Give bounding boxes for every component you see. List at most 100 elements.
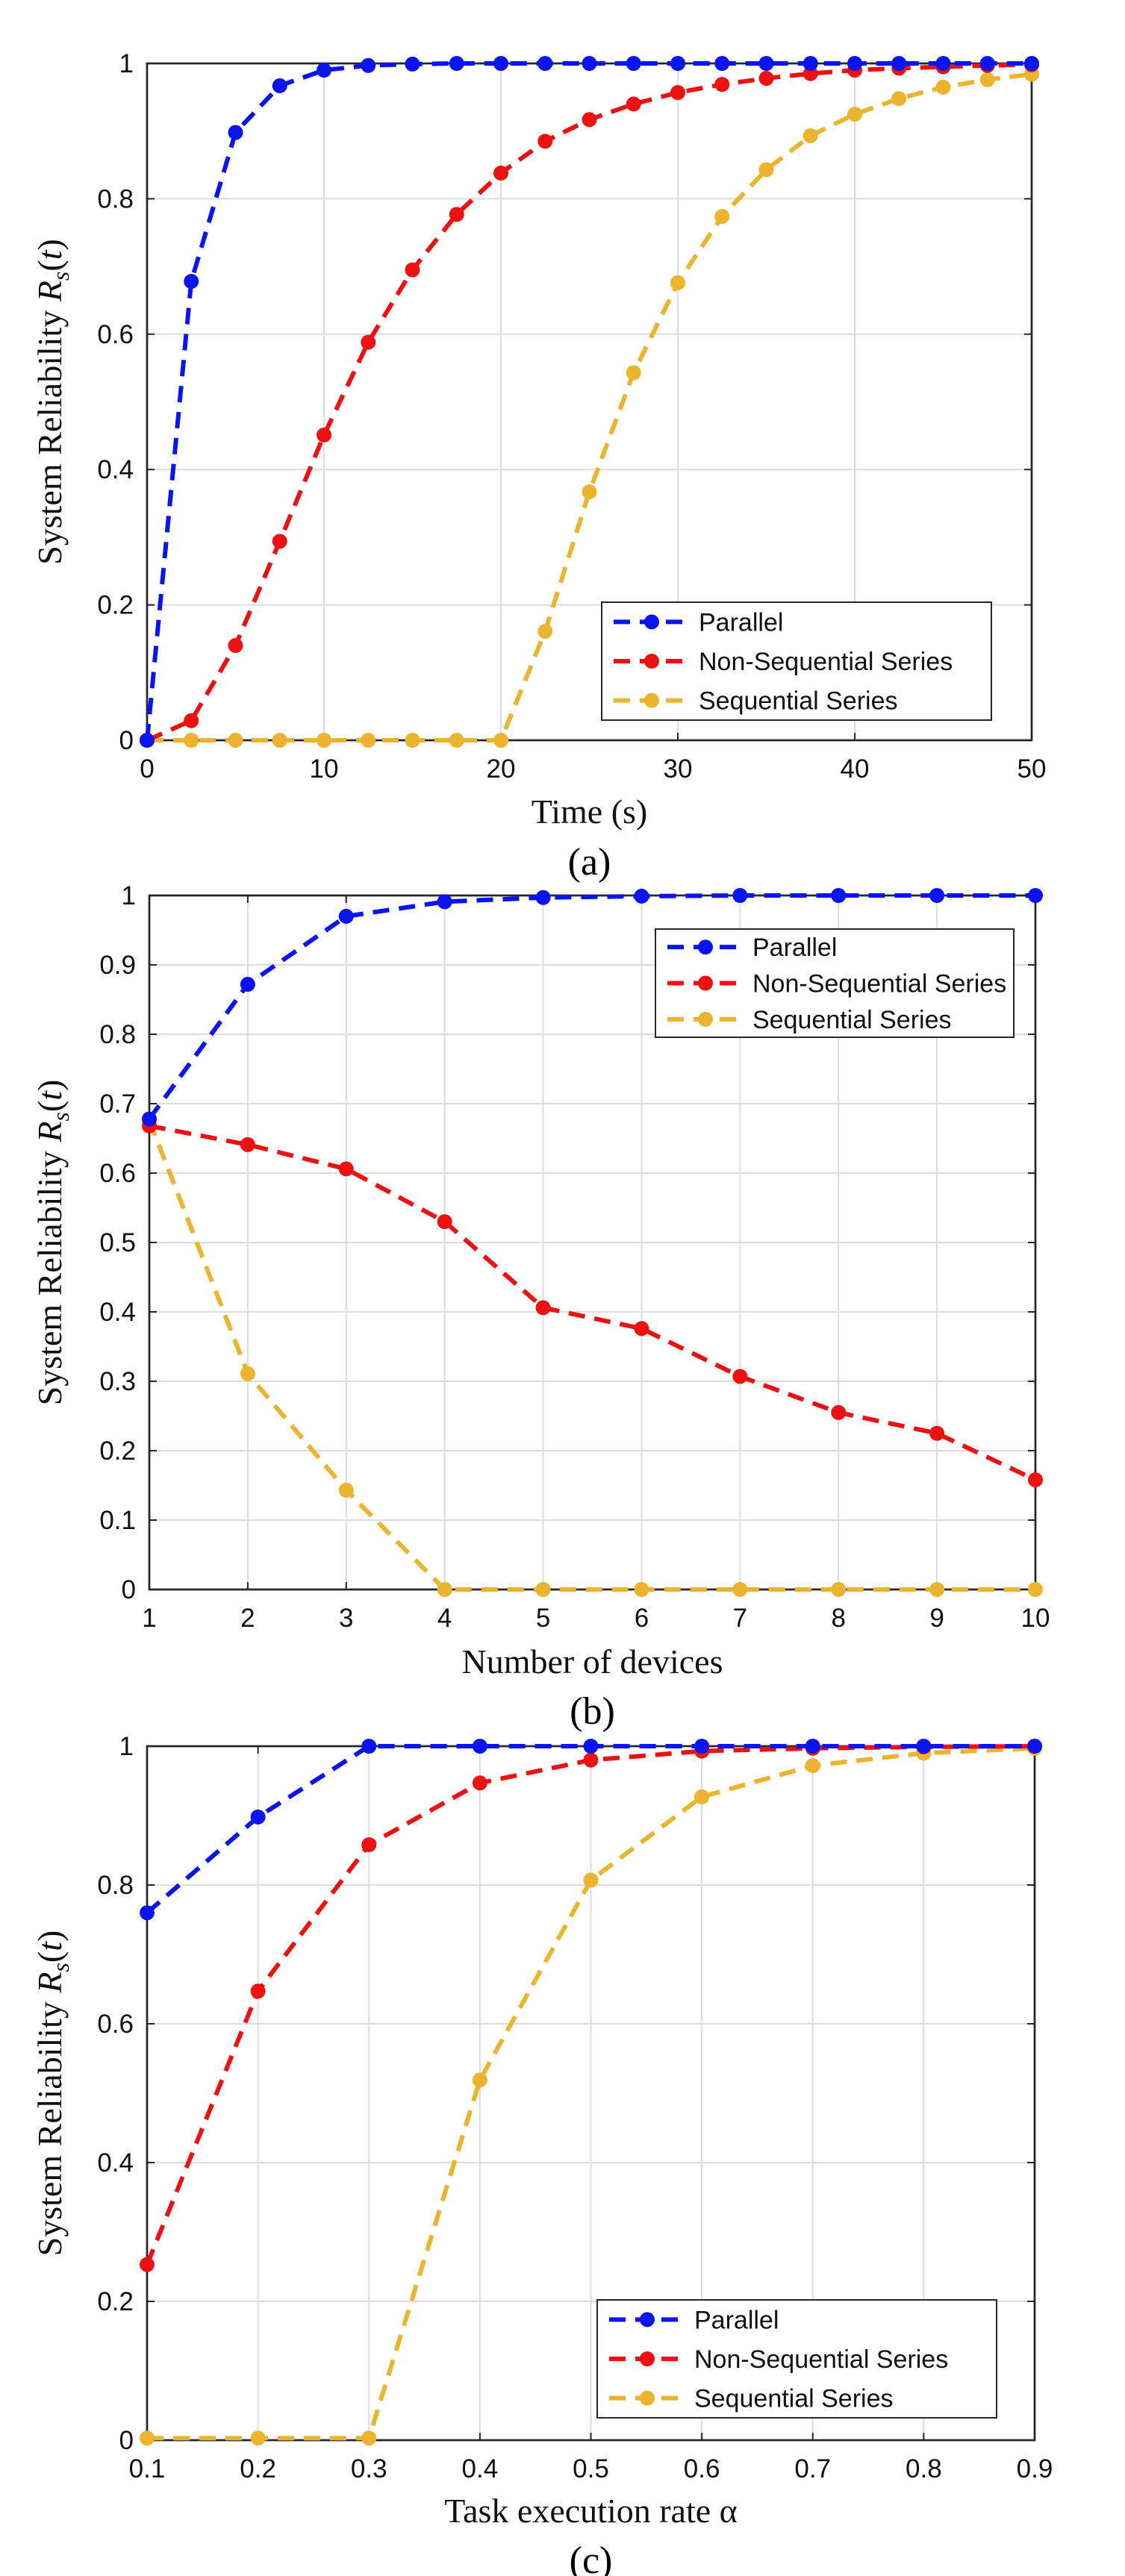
- data-point: [583, 1739, 599, 1754]
- data-point: [694, 1789, 710, 1804]
- data-point: [472, 1739, 487, 1754]
- data-point: [1028, 1472, 1043, 1488]
- data-point: [240, 1137, 255, 1152]
- data-point: [240, 1366, 255, 1381]
- data-point: [1028, 1582, 1043, 1597]
- data-point: [361, 334, 376, 350]
- x-tick-label: 0.2: [240, 2454, 276, 2483]
- x-tick-label: 0.7: [794, 2454, 831, 2483]
- data-point: [626, 96, 641, 112]
- data-point: [338, 1161, 354, 1177]
- data-point: [979, 72, 995, 87]
- data-point: [537, 623, 553, 639]
- data-point: [582, 56, 597, 71]
- data-point: [472, 1775, 487, 1791]
- x-tick-label: 0.8: [906, 2454, 942, 2483]
- series-line-3: [147, 72, 1032, 743]
- data-point: [361, 733, 376, 748]
- data-point: [758, 162, 774, 178]
- y-tick-label: 0: [122, 1575, 136, 1604]
- data-point: [537, 134, 553, 149]
- y-tick-label: 0.8: [97, 184, 134, 213]
- legend-entry: Non-Sequential Series: [752, 970, 1006, 998]
- legend: Parallel Non-Sequential Series Sequential …: [596, 2299, 997, 2419]
- data-point: [714, 56, 730, 71]
- y-tick-label: 0.8: [99, 1020, 136, 1049]
- y-axis-label: System Reliability Rs(t): [31, 1931, 74, 2257]
- data-point: [537, 56, 553, 71]
- y-tick-label: 0.6: [97, 320, 134, 349]
- panel-label: (c): [570, 2539, 613, 2576]
- data-point: [272, 733, 287, 748]
- data-point: [184, 733, 199, 748]
- y-tick-label: 0: [119, 2426, 134, 2455]
- data-point: [437, 1214, 452, 1230]
- legend-marker: [644, 654, 659, 669]
- data-point: [535, 1582, 551, 1597]
- y-tick-label: 0.2: [97, 2287, 134, 2316]
- data-point: [228, 733, 243, 748]
- data-point: [437, 1582, 452, 1597]
- data-point: [493, 165, 508, 181]
- data-point: [1024, 56, 1039, 71]
- data-point: [847, 56, 862, 71]
- x-tick-label: 5: [536, 1604, 550, 1633]
- x-tick-label: 40: [841, 754, 870, 784]
- data-point: [979, 56, 995, 71]
- series-line-3: [147, 1119, 1035, 1592]
- data-point: [803, 56, 818, 71]
- data-point: [493, 56, 508, 71]
- data-point: [272, 78, 287, 93]
- data-point: [240, 977, 255, 992]
- data-point: [634, 1582, 649, 1597]
- data-point: [338, 1483, 354, 1498]
- chart-panel-1: 0 10 20 30 40 50 0 0.2 0.4 0.6 0.8 1 Time (s) System …: [31, 49, 1046, 884]
- x-tick-label: 20: [487, 754, 516, 784]
- data-point: [805, 1758, 820, 1774]
- data-point: [583, 1752, 599, 1768]
- data-point: [891, 56, 907, 71]
- data-point: [847, 107, 862, 122]
- data-point: [1027, 1739, 1042, 1754]
- y-tick-label: 0.4: [97, 2148, 134, 2178]
- y-tick-label: 0.4: [97, 455, 134, 484]
- data-point: [338, 908, 354, 924]
- x-tick-label: 4: [437, 1604, 452, 1633]
- data-point: [891, 91, 907, 107]
- x-tick-label: 0.9: [1017, 2454, 1053, 2483]
- data-point: [935, 79, 951, 95]
- data-point: [361, 1837, 377, 1853]
- data-point: [670, 275, 685, 290]
- data-point: [437, 894, 452, 910]
- series: [140, 56, 1039, 748]
- data-point: [405, 262, 420, 278]
- data-point: [805, 1739, 820, 1754]
- data-point: [493, 733, 508, 748]
- series: [142, 888, 1043, 1597]
- data-point: [929, 1582, 945, 1597]
- chart-panel-2: 1 2 3 4 5 6 7 8 9 1000.10.20.30.40.50.60.70.80.91…: [31, 881, 1050, 1733]
- x-tick-label: 7: [733, 1604, 747, 1633]
- data-point: [935, 56, 951, 71]
- y-tick-label: 0.2: [97, 591, 134, 620]
- panel-label: (a): [568, 841, 611, 884]
- chart-panel-3: 0.1 0.2 0.3 0.4 0.5 0.6 0.7 0.8 0.9 0 0.2 0.4 0.6 0.8…: [31, 1732, 1053, 2576]
- data-point: [732, 1369, 748, 1384]
- x-tick-label: 1: [142, 1604, 156, 1633]
- legend: Parallel Non-Sequential Series Sequential …: [601, 601, 992, 721]
- x-tick-label: 0.1: [129, 2454, 166, 2483]
- y-tick-label: 1: [119, 1732, 134, 1761]
- x-tick-label: 2: [240, 1604, 255, 1633]
- data-point: [831, 888, 847, 903]
- x-tick-label: 9: [929, 1604, 944, 1633]
- legend-marker: [698, 975, 713, 991]
- data-point: [250, 1809, 266, 1825]
- legend-entry: Sequential Series: [694, 2385, 894, 2413]
- data-point: [250, 1983, 266, 1999]
- data-point: [670, 85, 685, 101]
- data-point: [582, 484, 597, 500]
- legend-marker: [644, 693, 659, 708]
- series-line-1: [147, 893, 1035, 1121]
- legend-marker: [644, 614, 659, 630]
- data-point: [714, 77, 730, 93]
